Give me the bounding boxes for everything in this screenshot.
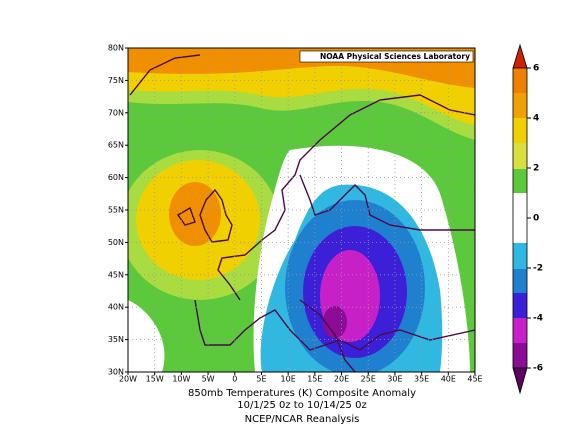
lat-label: 50N bbox=[108, 238, 124, 247]
credit-box bbox=[299, 50, 474, 63]
colorbar-label: 2 bbox=[533, 164, 539, 174]
lon-label: 35E bbox=[414, 375, 429, 384]
caption-title: 850mb Temperatures (K) Composite Anomaly bbox=[188, 388, 416, 399]
lon-label: 40E bbox=[441, 375, 456, 384]
lat-label: 80N bbox=[108, 44, 124, 53]
lon-label: 5E bbox=[256, 375, 266, 384]
lat-label: 55N bbox=[108, 206, 124, 215]
colorbar-label: -2 bbox=[533, 264, 543, 274]
lon-label: 5W bbox=[202, 375, 215, 384]
colorbar-label: -4 bbox=[533, 314, 543, 324]
caption-source: NCEP/NCAR Reanalysis bbox=[245, 414, 360, 425]
lon-label: 15W bbox=[146, 375, 164, 384]
lon-label: 25E bbox=[361, 375, 376, 384]
colorbar bbox=[512, 43, 528, 395]
lat-label: 40N bbox=[108, 303, 124, 312]
colorbar-label: 6 bbox=[533, 64, 539, 74]
colorbar-label: -6 bbox=[533, 364, 543, 374]
map-field bbox=[128, 48, 475, 372]
lat-label: 70N bbox=[108, 108, 124, 117]
lat-label: 65N bbox=[108, 141, 124, 150]
map-frame bbox=[127, 47, 476, 373]
lon-label: 10W bbox=[172, 375, 190, 384]
lon-label: 30E bbox=[387, 375, 402, 384]
lon-label: 0 bbox=[232, 375, 237, 384]
lon-label: 15E bbox=[307, 375, 322, 384]
lon-label: 20W bbox=[119, 375, 137, 384]
lon-label: 20E bbox=[334, 375, 349, 384]
credit: NOAA Physical Sciences Laboratory bbox=[320, 52, 470, 61]
caption-dates: 10/1/25 0z to 10/14/25 0z bbox=[237, 400, 366, 411]
colorbar-label: 4 bbox=[533, 114, 539, 124]
graticule: 30N 35N 40N 45N 50N 55N 60N 65N 70N 75N 80N 20W 15W 1… bbox=[108, 44, 483, 384]
lat-label: 60N bbox=[108, 173, 124, 182]
lat-label: 30N bbox=[108, 368, 124, 377]
lat-label: 35N bbox=[108, 335, 124, 344]
lon-label: 10E bbox=[281, 375, 296, 384]
colorbar-ticks: -6 -4 -2 0 2 4 6 bbox=[527, 64, 543, 374]
lat-label: 75N bbox=[108, 76, 124, 85]
lat-label: 45N bbox=[108, 270, 124, 279]
lon-label: 45E bbox=[467, 375, 482, 384]
colorbar-label: 0 bbox=[533, 214, 539, 224]
